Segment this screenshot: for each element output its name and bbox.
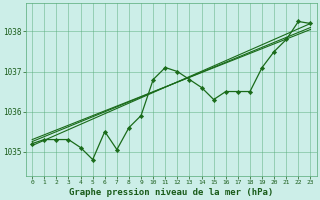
X-axis label: Graphe pression niveau de la mer (hPa): Graphe pression niveau de la mer (hPa) — [69, 188, 274, 197]
